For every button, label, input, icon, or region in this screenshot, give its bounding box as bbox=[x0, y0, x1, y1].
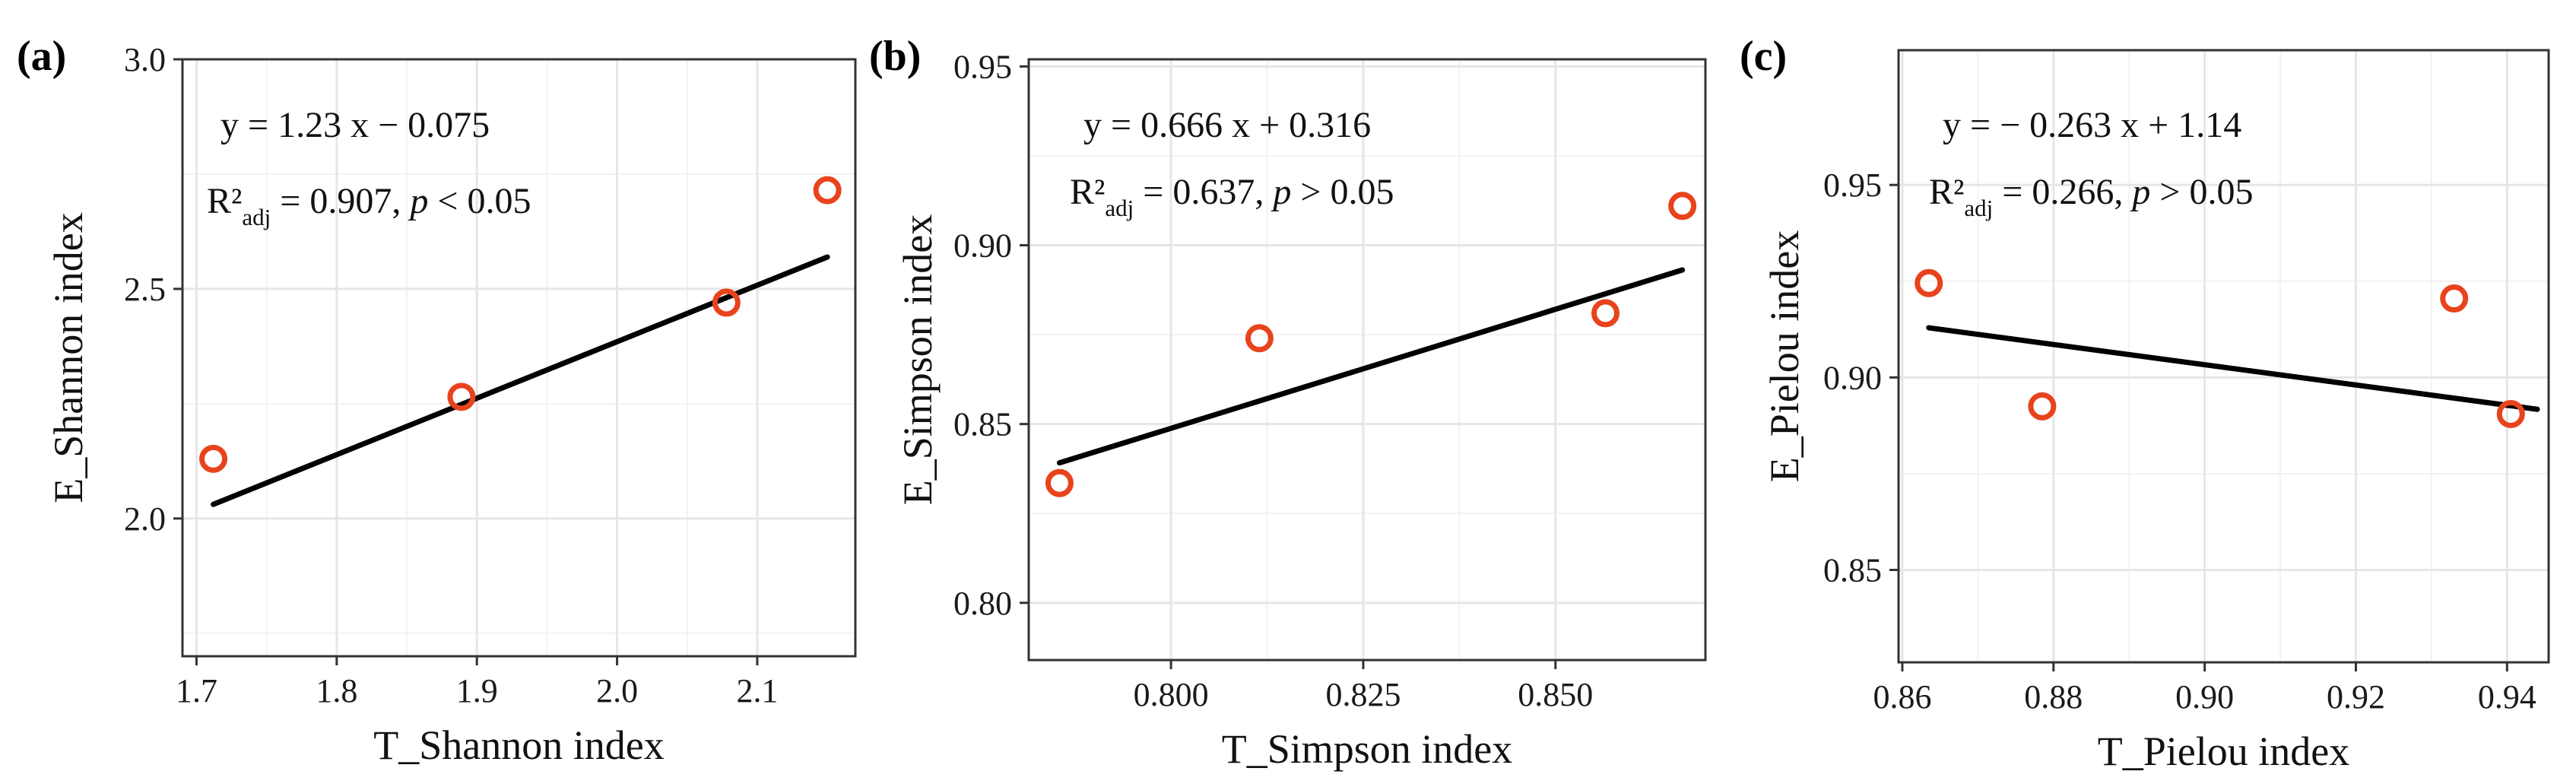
y-tick-label: 2.5 bbox=[124, 271, 166, 308]
separator: , bbox=[2114, 172, 2132, 212]
regression-stats: R²adj = 0.266, p > 0.05 bbox=[1929, 172, 2253, 221]
x-tick-label: 0.825 bbox=[1325, 676, 1401, 713]
y-axis-title: E_Simpson index bbox=[895, 214, 941, 506]
x-tick-label: 0.850 bbox=[1518, 676, 1593, 713]
equals-sign: = bbox=[271, 181, 309, 221]
r2-value: 0.637 bbox=[1172, 172, 1255, 212]
x-tick-label: 0.88 bbox=[2024, 678, 2083, 716]
p-symbol: p bbox=[1271, 172, 1291, 212]
y-tick-label: 3.0 bbox=[124, 41, 166, 78]
regression-equation: y = − 0.263 x + 1.14 bbox=[1943, 105, 2241, 145]
r2-subscript: adj bbox=[1964, 195, 1993, 221]
separator: , bbox=[1255, 172, 1273, 212]
r2-value: 0.266 bbox=[2032, 172, 2114, 212]
y-axis-title: E_Pielou index bbox=[1762, 230, 1807, 482]
y-tick-label: 0.95 bbox=[953, 48, 1012, 85]
r2-symbol: R² bbox=[1929, 172, 1964, 212]
regression-line bbox=[1056, 267, 1686, 466]
regression-equation: y = 0.666 x + 0.316 bbox=[1083, 105, 1371, 145]
r2-subscript: adj bbox=[242, 204, 271, 230]
panel-label: (b) bbox=[869, 33, 921, 80]
panel-3: 0.86 0.88 0.90 0.92 0.94 0.85 0.90 0.95 T_Pielou… bbox=[1740, 33, 2550, 774]
p-symbol: p bbox=[2130, 172, 2150, 212]
equals-sign: = bbox=[1993, 172, 2032, 212]
r2-symbol: R² bbox=[207, 181, 242, 221]
p-operator: > bbox=[1291, 172, 1330, 212]
x-tick-label: 1.9 bbox=[456, 672, 498, 709]
data-point bbox=[2440, 284, 2469, 313]
panel-2: 0.800 0.825 0.850 0.80 0.85 0.90 0.95 T_Simpson… bbox=[869, 33, 1707, 772]
panel-1: 1.7 1.8 1.9 2.0 2.1 2.0 2.5 3.0 T_Shannon index E… bbox=[17, 33, 857, 768]
data-point bbox=[199, 444, 228, 473]
p-value: 0.05 bbox=[467, 181, 531, 221]
y-tick-label: 0.80 bbox=[953, 585, 1012, 622]
p-symbol: p bbox=[408, 181, 428, 221]
y-tick-label: 0.85 bbox=[953, 406, 1012, 443]
x-tick-label: 0.92 bbox=[2327, 678, 2385, 716]
r2-symbol: R² bbox=[1070, 172, 1105, 212]
x-tick-label: 2.0 bbox=[596, 672, 638, 709]
regression-stats: R²adj = 0.637, p > 0.05 bbox=[1070, 172, 1394, 221]
plot-frame bbox=[1897, 49, 2550, 664]
panel-label: (a) bbox=[17, 33, 66, 80]
regression-stats: R²adj = 0.907, p < 0.05 bbox=[207, 181, 531, 230]
x-tick-label: 1.7 bbox=[176, 672, 217, 709]
regression-equation: y = 1.23 x − 0.075 bbox=[220, 105, 490, 145]
regression-line bbox=[211, 254, 830, 507]
data-point bbox=[1591, 299, 1620, 328]
data-point bbox=[1668, 192, 1697, 221]
data-point bbox=[712, 288, 741, 317]
y-axis-title: E_Shannon index bbox=[46, 212, 91, 503]
x-tick-label: 1.8 bbox=[316, 672, 357, 709]
panel-label: (c) bbox=[1740, 33, 1787, 80]
data-point bbox=[2028, 392, 2057, 421]
y-tick-label: 0.90 bbox=[953, 227, 1012, 265]
x-tick-label: 2.1 bbox=[736, 672, 778, 709]
plot-frame bbox=[181, 58, 857, 658]
data-point bbox=[1045, 468, 1074, 497]
x-tick-label: 0.800 bbox=[1134, 676, 1209, 713]
equals-sign: = bbox=[1134, 172, 1172, 212]
data-point bbox=[447, 382, 476, 411]
plot-frame bbox=[1027, 58, 1707, 662]
p-operator: < bbox=[428, 181, 467, 221]
r2-subscript: adj bbox=[1105, 195, 1134, 221]
x-tick-label: 0.94 bbox=[2478, 678, 2536, 716]
y-tick-label: 0.95 bbox=[1823, 167, 1882, 204]
p-operator: > bbox=[2150, 172, 2189, 212]
p-value: 0.05 bbox=[2189, 172, 2253, 212]
y-tick-label: 2.0 bbox=[124, 500, 166, 538]
x-axis-title: T_Pielou index bbox=[2098, 728, 2349, 774]
y-tick-label: 0.90 bbox=[1823, 359, 1882, 396]
data-point bbox=[1915, 268, 1943, 297]
r2-value: 0.907 bbox=[309, 181, 392, 221]
data-point bbox=[813, 176, 842, 205]
p-value: 0.05 bbox=[1330, 172, 1394, 212]
x-tick-label: 0.90 bbox=[2175, 678, 2234, 716]
regression-line bbox=[1926, 325, 2540, 412]
x-tick-label: 0.86 bbox=[1873, 678, 1931, 716]
data-point bbox=[2496, 399, 2525, 428]
separator: , bbox=[392, 181, 410, 221]
x-axis-title: T_Simpson index bbox=[1222, 726, 1513, 772]
x-axis-title: T_Shannon index bbox=[373, 722, 664, 768]
y-tick-label: 0.85 bbox=[1823, 551, 1882, 589]
data-point bbox=[1245, 324, 1274, 353]
